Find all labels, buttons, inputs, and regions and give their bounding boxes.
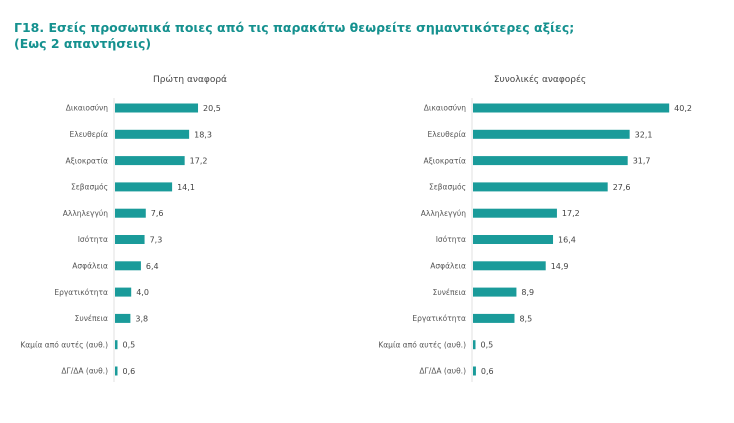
chart-2-data-label: 40,2 xyxy=(674,104,692,113)
chart-1-category-label: Εργατικότητα xyxy=(54,288,108,297)
chart-2-bar xyxy=(473,208,557,218)
chart-2-category-label: Ισότητα xyxy=(436,235,466,244)
chart-1-bar xyxy=(115,156,185,166)
chart-1-bar xyxy=(115,366,118,376)
chart-2-data-label: 0,6 xyxy=(481,367,494,376)
chart-1-data-label: 17,2 xyxy=(190,157,208,166)
chart-1-data-label: 14,1 xyxy=(177,183,195,192)
chart-2-data-label: 17,2 xyxy=(562,209,580,218)
chart-1-bar xyxy=(115,129,190,139)
chart-2-category-label: ΔΓ/ΔΑ (αυθ.) xyxy=(419,367,466,376)
chart-1-category-label: ΔΓ/ΔΑ (αυθ.) xyxy=(61,367,108,376)
chart-2-data-label: 0,5 xyxy=(481,341,494,350)
chart-1-bar xyxy=(115,261,141,271)
chart-1-category-label: Σεβασμός xyxy=(71,183,108,192)
chart-1-data-label: 7,6 xyxy=(151,209,164,218)
chart-2-category-label: Σεβασμός xyxy=(429,183,466,192)
title-line-1: Γ18. Εσείς προσωπικά ποιες από τις παρακ… xyxy=(14,20,575,35)
chart-1-category-label: Αλληλεγγύη xyxy=(63,209,108,218)
chart-1-bar xyxy=(115,313,131,323)
chart-2-bar xyxy=(473,366,476,376)
chart-2-category-label: Καμία από αυτές (αυθ.) xyxy=(378,340,466,349)
chart-2-data-label: 32,1 xyxy=(635,130,653,139)
chart-1-category-label: Συνέπεια xyxy=(75,314,108,323)
chart-1-data-label: 7,3 xyxy=(150,236,163,245)
chart-2-bar xyxy=(473,235,554,244)
chart-1-category-label: Αξιοκρατία xyxy=(65,156,108,165)
chart-1-bar xyxy=(115,182,173,192)
chart-2-bar xyxy=(473,182,608,192)
chart-2-category-label: Εργατικότητα xyxy=(412,314,466,323)
chart-title: Γ18. Εσείς προσωπικά ποιες από τις παρακ… xyxy=(14,20,574,52)
chart-1-data-label: 0,6 xyxy=(123,367,136,376)
title-line-2: (Εως 2 απαντήσεις) xyxy=(14,36,152,51)
chart-1-data-label: 4,0 xyxy=(136,288,149,297)
chart-2-title: Συνολικές αναφορές xyxy=(494,74,586,85)
chart-2-category-label: Ελευθερία xyxy=(428,130,467,139)
chart-1-bar xyxy=(115,287,132,297)
chart-1-bar xyxy=(115,340,118,350)
chart-1-data-label: 18,3 xyxy=(194,130,212,139)
chart-1-category-label: Καμία από αυτές (αυθ.) xyxy=(20,340,108,349)
chart-1-title: Πρώτη αναφορά xyxy=(153,74,227,85)
chart-2-bar xyxy=(473,103,670,113)
chart-2-data-label: 31,7 xyxy=(633,157,651,166)
chart-1-data-label: 20,5 xyxy=(203,104,221,113)
chart-1-bar xyxy=(115,208,146,218)
chart-1-data-label: 6,4 xyxy=(146,262,159,271)
chart-2-bar xyxy=(473,156,628,166)
chart-2-bar xyxy=(473,340,476,350)
chart-1-data-label: 0,5 xyxy=(123,341,136,350)
chart-2-data-label: 16,4 xyxy=(558,236,576,245)
chart-2-category-label: Αξιοκρατία xyxy=(423,156,466,165)
chart-2-category-label: Συνέπεια xyxy=(433,288,466,297)
chart-2-data-label: 27,6 xyxy=(613,183,631,192)
chart-1-category-label: Δικαιοσύνη xyxy=(66,104,108,113)
chart-1-category-label: Ισότητα xyxy=(78,235,108,244)
chart-2-category-label: Αλληλεγγύη xyxy=(421,209,466,218)
chart-2-bar xyxy=(473,261,546,271)
chart-2-bar xyxy=(473,287,517,297)
chart-2-data-label: 8,9 xyxy=(521,288,534,297)
chart-1-bar xyxy=(115,103,199,113)
chart-1-bar xyxy=(115,235,145,244)
chart-2-bar xyxy=(473,313,515,323)
chart-1-category-label: Ελευθερία xyxy=(70,130,109,139)
chart-2-data-label: 8,5 xyxy=(519,314,532,323)
chart-2-category-label: Δικαιοσύνη xyxy=(424,104,466,113)
chart-1-category-label: Ασφάλεια xyxy=(72,262,108,271)
chart-2-bar xyxy=(473,129,630,139)
chart-1-data-label: 3,8 xyxy=(135,314,148,323)
chart-2-data-label: 14,9 xyxy=(551,262,569,271)
chart-2-category-label: Ασφάλεια xyxy=(430,262,466,271)
